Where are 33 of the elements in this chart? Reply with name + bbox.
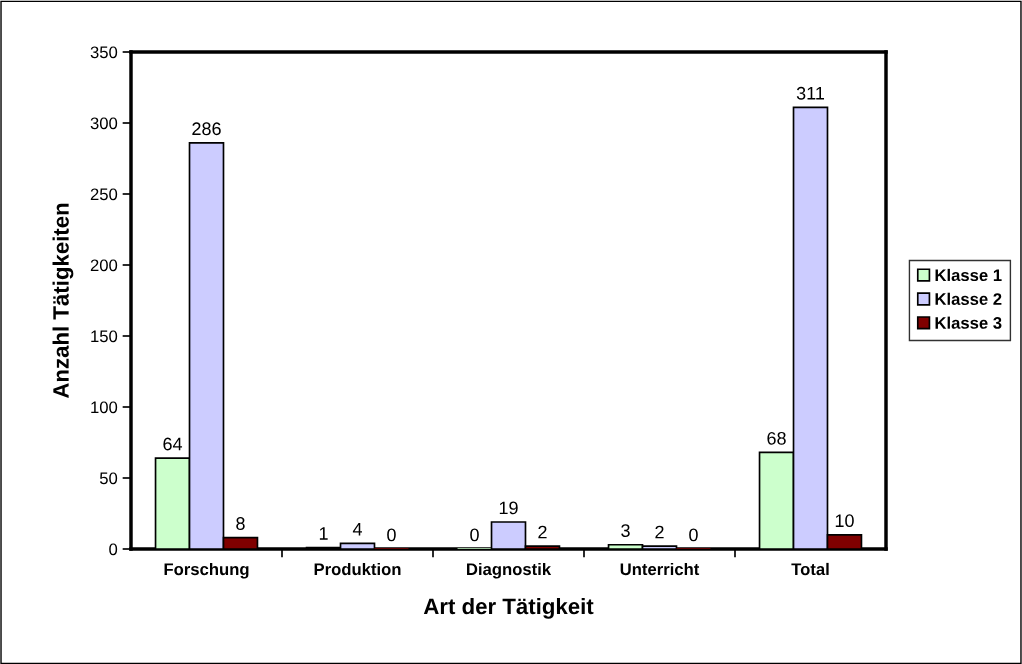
data-label: 8	[236, 517, 245, 530]
data-label: 68	[767, 431, 786, 445]
x-axis-title: Art der Tätigkeit	[423, 597, 594, 619]
data-label: 311	[796, 86, 825, 100]
y-tick-label: 350	[90, 46, 118, 59]
y-tick-label: 150	[91, 330, 118, 343]
x-tick-label: Diagnostik	[467, 562, 552, 579]
data-label: 2	[655, 525, 664, 539]
data-label: 286	[192, 122, 221, 136]
data-label: 0	[470, 528, 479, 542]
y-tick-label: 200	[90, 259, 118, 272]
data-label: 64	[163, 437, 183, 451]
data-label: 19	[499, 501, 518, 515]
legend-label: Klasse 3	[935, 316, 1002, 329]
data-label: 1	[319, 527, 328, 540]
y-tick-label: 50	[99, 472, 118, 485]
data-label: 0	[689, 528, 698, 542]
x-tick-label: Produktion	[314, 562, 401, 576]
data-label: 0	[387, 528, 396, 542]
x-tick-label: Unterricht	[620, 562, 700, 576]
x-tick-label: Total	[791, 562, 829, 576]
legend-label: Klasse 1	[935, 268, 1002, 282]
data-label: 4	[352, 522, 362, 536]
y-axis-title: Anzahl Tätigkeiten	[52, 203, 74, 399]
y-tick-label: 100	[91, 401, 118, 414]
y-tick-label: 250	[90, 188, 118, 201]
data-label: 10	[835, 514, 854, 528]
y-tick-label: 0	[109, 543, 118, 556]
data-label: 3	[621, 524, 630, 537]
y-tick-label: 300	[90, 117, 118, 130]
data-label: 2	[538, 525, 547, 539]
legend-label: Klasse 2	[935, 292, 1002, 305]
x-tick-label: Forschung	[164, 562, 249, 579]
